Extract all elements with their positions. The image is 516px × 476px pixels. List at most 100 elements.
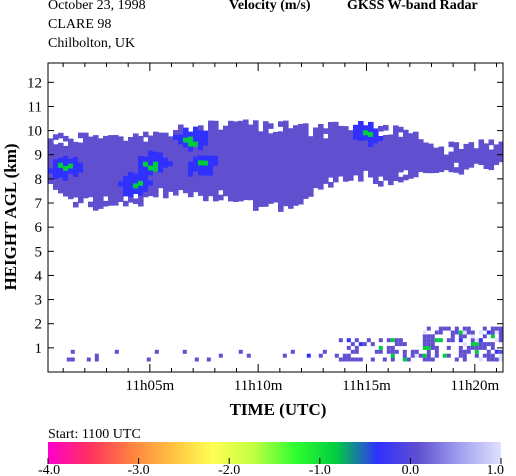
radar-pixel [408,168,414,174]
radar-pixel [498,334,503,339]
radar-pixel [243,164,249,171]
radar-pixel [338,145,344,152]
radar-pixel [386,345,391,350]
radar-pixel [182,349,187,354]
radar-pixel [418,144,424,150]
radar-pixel [458,159,465,165]
radar-pixel [470,345,475,350]
radar-pixel [402,342,407,347]
radar-pixel [258,156,264,162]
radar-pixel [253,150,259,156]
radar-pixel [442,326,447,331]
radar-pixel [283,175,289,182]
radar-pixel [288,168,294,174]
radar-pixel [183,182,189,189]
radar-pixel [486,357,491,362]
radar-pixel [498,338,503,343]
radar-pixel [168,186,174,192]
radar-pixel [308,166,314,172]
radar-pixel [318,124,324,130]
radar-pixel [138,150,144,157]
radar-pixel [453,167,460,173]
radar-pixel [293,125,299,131]
radar-pixel [123,190,129,197]
radar-pixel [248,184,254,191]
radar-pixel [138,160,144,167]
radar-pixel [208,170,214,177]
radar-pixel [168,161,174,167]
radar-pixel [123,180,129,187]
radar-pixel [98,178,104,184]
radar-pixel [223,155,229,162]
radar-pixel [338,357,343,362]
radar-pixel [68,153,74,160]
radar-pixel [263,176,269,182]
radar-pixel [73,186,79,193]
radar-pixel [408,143,414,149]
radar-pixel [143,156,149,163]
radar-pixel [193,176,199,183]
colorbar-tick-label: 1.0 [487,463,505,476]
radar-pixel [68,138,74,145]
radar-pixel [348,175,354,181]
radar-pixel [353,164,359,171]
radar-pixel [233,196,239,202]
radar-pixel [148,170,154,177]
radar-pixel [143,176,149,183]
radar-pixel [343,126,349,132]
radar-pixel [308,181,314,187]
radar-pixel [333,146,339,153]
radar-pixel [188,166,194,173]
radar-pixel [283,135,289,142]
radar-pixel [86,357,91,362]
radar-pixel [403,174,409,181]
radar-pixel [490,334,495,339]
radar-pixel [343,166,349,172]
x-axis-title: TIME (UTC) [230,400,327,419]
radar-pixel [193,171,199,178]
radar-pixel [313,172,319,179]
radar-pixel [478,154,485,160]
radar-pixel [218,353,223,358]
radar-pixel [288,173,294,179]
radar-pixel [363,145,369,151]
radar-pixel [474,345,479,350]
radar-pixel [454,330,459,335]
radar-pixel [454,326,459,331]
radar-pixel [293,170,299,176]
radar-pixel [73,161,79,168]
radar-pixel [383,165,389,171]
radar-pixel [133,138,139,144]
radar-pixel [113,140,119,146]
radar-pixel [248,169,254,176]
radar-pixel [488,159,495,166]
radar-pixel [394,349,399,354]
radar-pixel [258,151,264,157]
radar-pixel [393,155,399,161]
radar-pixel [373,178,379,184]
radar-pixel [308,161,314,167]
radar-pixel [373,158,379,164]
radar-pixel [383,160,389,166]
radar-pixel [228,185,234,192]
radar-pixel [288,183,294,189]
radar-pixel [223,190,229,197]
radar-pixel [468,152,475,158]
radar-pixel [258,166,264,172]
radar-pixel [313,127,319,134]
radar-pixel [474,342,479,347]
radar-pixel [83,192,89,199]
radar-pixel [153,186,159,193]
radar-pixel [353,169,359,176]
radar-pixel [278,191,284,197]
radar-pixel [323,138,329,144]
radar-pixel [313,137,319,144]
radar-pixel [94,353,99,358]
radar-pixel [263,191,269,197]
radar-pixel [343,141,349,147]
x-tick-label: 11h20m [451,378,500,394]
radar-pixel [402,357,407,362]
radar-pixel [78,142,84,149]
radar-pixel [48,163,54,169]
radar-pixel [426,334,431,339]
